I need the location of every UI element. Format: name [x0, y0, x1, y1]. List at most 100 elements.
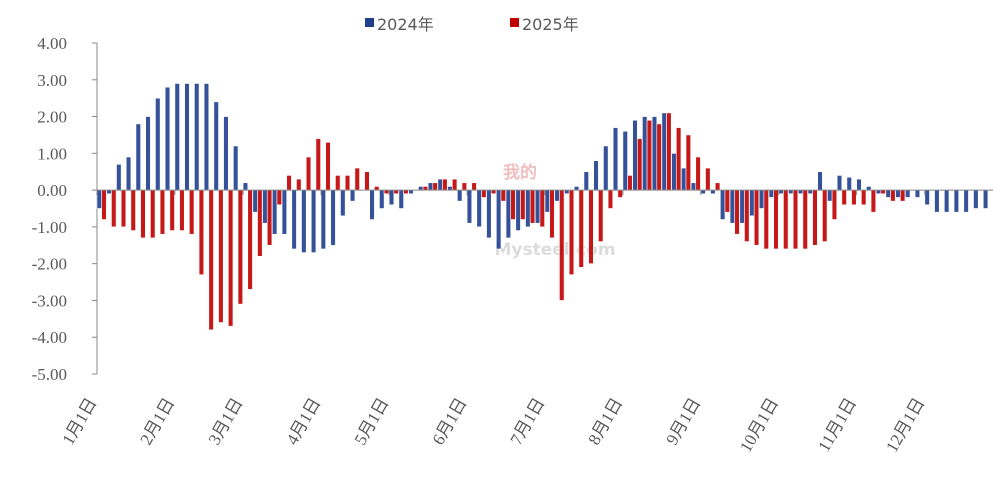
y-tick-label: -5.00: [32, 365, 67, 384]
bar: [544, 189, 550, 213]
legend-swatch: [510, 18, 519, 27]
bar: [788, 189, 794, 195]
bar: [125, 156, 132, 191]
bar: [213, 101, 219, 191]
bar: [578, 189, 584, 268]
bar: [724, 189, 730, 213]
bar: [418, 186, 424, 191]
bar: [885, 189, 891, 198]
bar: [851, 189, 857, 206]
bar: [914, 189, 921, 198]
bar: [681, 167, 687, 191]
bar: [905, 189, 911, 198]
bar: [564, 189, 570, 195]
bar: [822, 189, 828, 242]
bar: [768, 189, 774, 198]
bar: [583, 171, 589, 191]
bar: [836, 175, 843, 191]
bar: [841, 189, 847, 206]
bar: [612, 127, 619, 191]
bar: [861, 189, 867, 206]
bar: [184, 83, 190, 191]
bar: [354, 167, 360, 191]
bar: [291, 189, 297, 250]
x-tick-label: 5月1日: [351, 395, 393, 449]
bar: [237, 189, 243, 305]
bar: [827, 189, 833, 202]
bar: [320, 189, 326, 250]
bar: [155, 97, 161, 191]
bar: [720, 189, 726, 220]
bar: [437, 178, 443, 191]
bar: [973, 189, 979, 209]
bar: [111, 189, 117, 228]
legend-label: 2025年: [522, 15, 579, 34]
bar: [276, 189, 282, 206]
bar: [505, 189, 512, 239]
bar: [96, 189, 102, 209]
bar: [856, 178, 862, 191]
bar: [374, 186, 380, 191]
bar: [379, 189, 385, 209]
bar: [388, 189, 395, 206]
bar: [490, 189, 497, 195]
bar: [262, 189, 268, 224]
bar: [763, 189, 769, 250]
bar: [568, 189, 575, 276]
bar: [773, 189, 779, 250]
y-tick-label: -2.00: [32, 255, 67, 274]
x-tick-label: 1月1日: [59, 395, 101, 449]
bar: [646, 119, 653, 191]
y-tick-label: -1.00: [32, 218, 67, 237]
watermark: 我的 Mysteel.com: [494, 162, 615, 260]
bar: [393, 189, 399, 195]
bar: [525, 189, 531, 228]
bar: [573, 186, 580, 191]
bar: [778, 189, 784, 195]
bar: [349, 189, 356, 202]
bar: [447, 186, 453, 191]
bar: [700, 189, 706, 195]
bar: [890, 189, 896, 202]
bar: [466, 189, 473, 224]
bar: [744, 189, 750, 242]
bar: [310, 189, 317, 253]
bar: [130, 189, 136, 231]
bar: [451, 178, 458, 191]
bar: [924, 189, 930, 206]
bar: [159, 189, 166, 235]
bar: [481, 189, 487, 198]
bar: [671, 153, 677, 191]
bar: [510, 189, 516, 220]
bar: [749, 189, 755, 217]
bar: [194, 83, 200, 191]
bar: [549, 189, 555, 239]
bar: [247, 189, 253, 290]
bar: [875, 189, 882, 195]
bar: [622, 130, 628, 191]
x-tick-label: 8月1日: [584, 395, 626, 449]
bar: [880, 189, 886, 195]
bar: [340, 189, 346, 217]
bar: [427, 182, 434, 191]
bar: [120, 189, 127, 228]
bar: [734, 189, 740, 235]
bar: [174, 83, 180, 191]
watermark-cn: 我的: [503, 162, 537, 183]
bar: [208, 189, 214, 331]
bar: [792, 189, 799, 250]
bar: [617, 189, 623, 198]
bar: [515, 189, 521, 231]
bar: [817, 171, 823, 191]
bar: [266, 189, 273, 246]
bar: [198, 189, 205, 276]
bar: [758, 189, 765, 209]
bar: [559, 189, 565, 301]
x-tick-label: 12月1日: [882, 395, 928, 456]
bar: [315, 138, 321, 191]
bar: [471, 182, 477, 191]
y-tick-label: -3.00: [32, 291, 67, 310]
bar: [403, 189, 409, 195]
bar: [150, 189, 156, 239]
bar: [534, 189, 541, 224]
